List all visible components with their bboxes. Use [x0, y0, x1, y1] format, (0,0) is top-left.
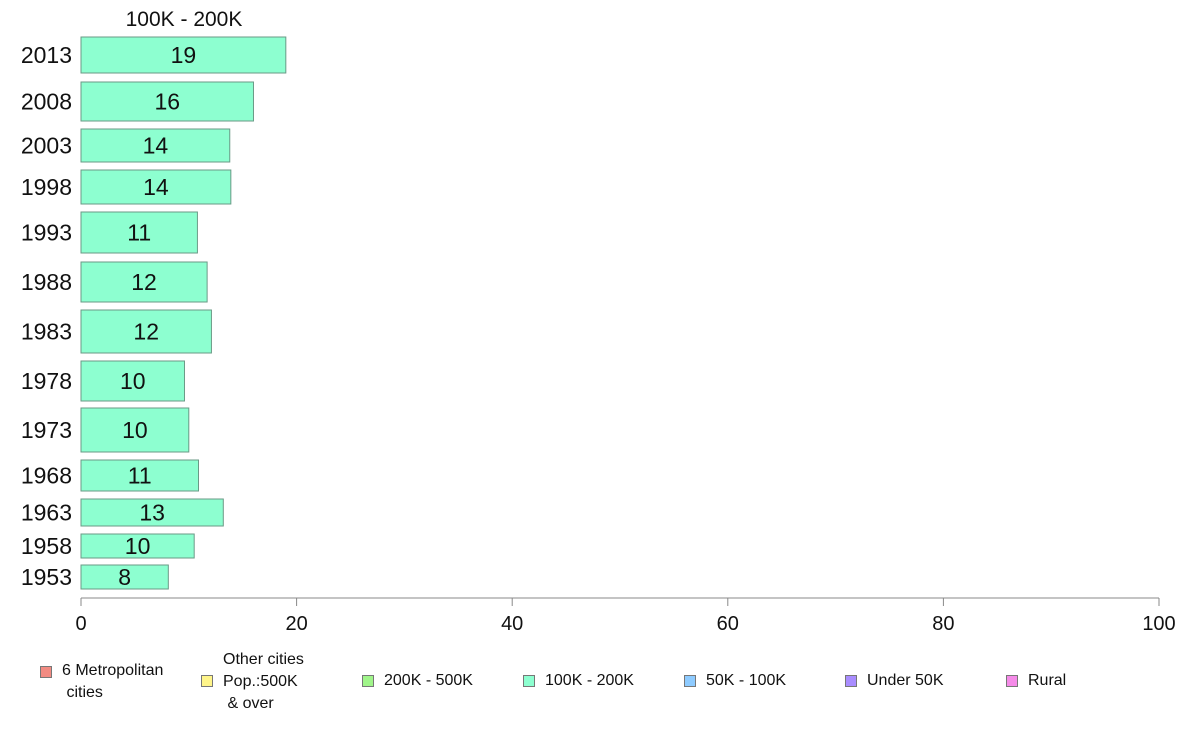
legend-swatch	[362, 675, 374, 687]
category-label: 2003	[21, 133, 72, 159]
bar-value-label: 11	[127, 220, 151, 246]
category-label: 1998	[21, 174, 72, 200]
bar-1953	[80, 564, 169, 590]
legend-label: 6 Metropolitan cities	[62, 662, 164, 701]
bar-value-label: 10	[125, 533, 151, 559]
x-tick-label: 20	[285, 613, 307, 635]
bar-1998	[80, 169, 232, 205]
x-tick-label: 100	[1142, 613, 1175, 635]
legend-label: 200K - 500K	[384, 672, 473, 689]
legend-item: 100K - 200K	[523, 670, 634, 692]
bar-value-label: 11	[128, 463, 152, 489]
category-label: 1973	[21, 417, 72, 443]
legend-swatch	[201, 675, 213, 687]
legend-label: 100K - 200K	[545, 672, 634, 689]
category-label: 1993	[21, 220, 72, 246]
legend-label: Rural	[1028, 672, 1067, 689]
category-label: 2008	[21, 89, 72, 115]
bar-2003	[80, 128, 231, 163]
bar-value-label: 16	[154, 89, 180, 115]
legend-swatch	[845, 675, 857, 687]
category-label: 2013	[21, 42, 72, 68]
bar-value-label: 12	[131, 269, 157, 295]
legend-swatch	[1006, 675, 1018, 687]
bar-1983	[80, 309, 212, 354]
x-tick-label: 60	[717, 613, 739, 635]
x-tick-label: 40	[501, 613, 523, 635]
category-label: 1988	[21, 269, 72, 295]
legend-swatch	[523, 675, 535, 687]
bar-value-label: 10	[120, 368, 146, 394]
bar-value-label: 8	[118, 564, 131, 590]
bar-1988	[80, 261, 208, 303]
category-label: 1978	[21, 368, 72, 394]
legend-label: Under 50K	[867, 672, 944, 689]
bar-value-label: 14	[143, 174, 169, 200]
bar-1993	[80, 211, 198, 254]
legend-item: Other cities Pop.:500K & over	[201, 649, 304, 715]
bar-2013	[80, 36, 287, 74]
legend-swatch	[40, 666, 52, 678]
bar-value-label: 19	[171, 42, 197, 68]
bar-1963	[80, 498, 224, 527]
legend-item: Under 50K	[845, 670, 944, 692]
category-label: 1983	[21, 319, 72, 345]
legend: 6 Metropolitan cities Other cities Pop.:5…	[0, 645, 1188, 725]
bar-1973	[80, 407, 190, 453]
category-label: 1968	[21, 463, 72, 489]
bar-1958	[80, 533, 195, 559]
x-axis: 0 20 40 60 80 100	[75, 597, 1176, 635]
chart-area: 100K - 200K 1920131620081420031419981119…	[21, 8, 1176, 635]
bars-group: 19 2013 16 2008 14 2003 14 1998 11 1993 12 1988 12 19…	[21, 36, 287, 590]
bar-1968	[80, 459, 200, 492]
x-tick-label: 80	[932, 613, 954, 635]
category-label: 1958	[21, 533, 72, 559]
legend-swatch	[684, 675, 696, 687]
x-tick-label: 0	[75, 613, 86, 635]
bar-value-label: 12	[133, 319, 159, 345]
legend-item: 50K - 100K	[684, 670, 786, 692]
bar-value-label: 10	[122, 417, 148, 443]
chart-title: 100K - 200K	[126, 8, 243, 31]
legend-item: 6 Metropolitan cities	[40, 660, 163, 704]
bar-value-label: 13	[139, 500, 165, 526]
bar-2008	[80, 81, 254, 122]
bar-value-label: 14	[143, 133, 169, 159]
legend-item: 200K - 500K	[362, 670, 473, 692]
legend-item: Rural	[1006, 670, 1066, 692]
bar-1978	[80, 360, 185, 402]
category-label: 1963	[21, 500, 72, 526]
legend-label: 50K - 100K	[706, 672, 787, 689]
legend-label: Other cities Pop.:500K & over	[223, 651, 304, 712]
category-label: 1953	[21, 564, 72, 590]
